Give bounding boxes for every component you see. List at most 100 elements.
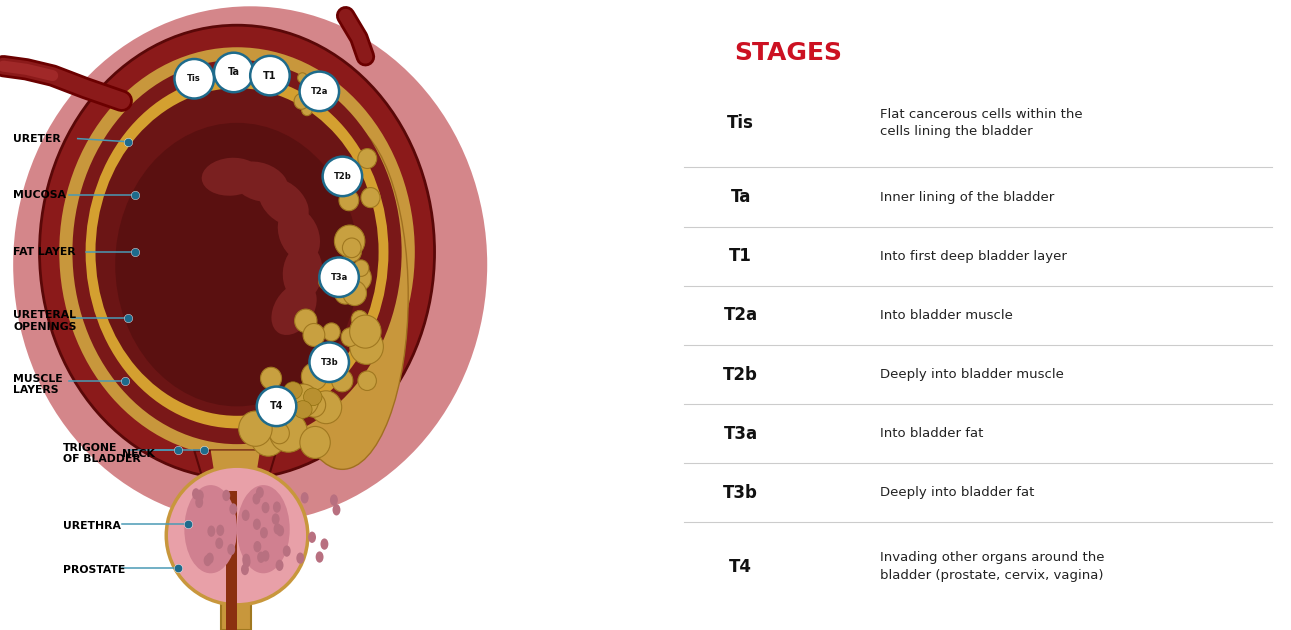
Text: T4: T4 bbox=[270, 401, 283, 411]
Ellipse shape bbox=[115, 123, 359, 406]
Ellipse shape bbox=[227, 544, 235, 555]
Bar bbox=[221, 491, 250, 630]
Text: TRIGONE
OF BLADDER: TRIGONE OF BLADDER bbox=[62, 443, 141, 464]
Ellipse shape bbox=[196, 490, 204, 501]
Ellipse shape bbox=[301, 363, 327, 390]
Text: Tis: Tis bbox=[727, 114, 754, 132]
Ellipse shape bbox=[208, 525, 216, 537]
Text: Ta: Ta bbox=[731, 188, 751, 206]
Ellipse shape bbox=[263, 411, 285, 434]
Ellipse shape bbox=[310, 391, 342, 424]
Text: URETERAL
OPENINGS: URETERAL OPENINGS bbox=[13, 311, 76, 332]
Ellipse shape bbox=[334, 282, 356, 304]
Text: Into first deep bladder layer: Into first deep bladder layer bbox=[880, 249, 1066, 263]
Ellipse shape bbox=[315, 551, 324, 563]
Ellipse shape bbox=[270, 423, 289, 444]
Text: T3b: T3b bbox=[320, 358, 338, 367]
Polygon shape bbox=[194, 450, 276, 495]
Ellipse shape bbox=[354, 260, 369, 277]
Text: URETHRA: URETHRA bbox=[62, 521, 120, 531]
Ellipse shape bbox=[238, 485, 289, 573]
Ellipse shape bbox=[276, 123, 408, 469]
Ellipse shape bbox=[283, 546, 290, 557]
Ellipse shape bbox=[310, 343, 349, 382]
Ellipse shape bbox=[274, 401, 292, 418]
Ellipse shape bbox=[253, 518, 261, 530]
Ellipse shape bbox=[300, 72, 340, 111]
Text: T3b: T3b bbox=[723, 484, 758, 502]
Ellipse shape bbox=[333, 504, 341, 515]
Ellipse shape bbox=[342, 238, 361, 258]
Ellipse shape bbox=[243, 556, 250, 568]
Ellipse shape bbox=[72, 60, 402, 444]
Ellipse shape bbox=[256, 487, 263, 498]
Text: T1: T1 bbox=[263, 71, 276, 81]
Ellipse shape bbox=[293, 401, 312, 418]
Ellipse shape bbox=[274, 523, 281, 534]
Ellipse shape bbox=[96, 88, 378, 416]
Ellipse shape bbox=[351, 311, 368, 328]
Ellipse shape bbox=[201, 158, 261, 196]
Ellipse shape bbox=[174, 59, 214, 98]
Ellipse shape bbox=[276, 525, 284, 536]
Ellipse shape bbox=[297, 553, 305, 564]
Ellipse shape bbox=[325, 260, 343, 279]
Ellipse shape bbox=[358, 149, 377, 168]
Text: Deeply into bladder fat: Deeply into bladder fat bbox=[880, 486, 1034, 500]
Ellipse shape bbox=[319, 258, 359, 297]
Ellipse shape bbox=[307, 80, 316, 89]
Ellipse shape bbox=[265, 388, 283, 406]
Ellipse shape bbox=[343, 280, 367, 306]
Ellipse shape bbox=[345, 264, 372, 292]
Ellipse shape bbox=[288, 384, 319, 416]
Ellipse shape bbox=[327, 169, 340, 183]
Ellipse shape bbox=[298, 72, 307, 83]
Ellipse shape bbox=[284, 382, 302, 399]
Text: STAGES: STAGES bbox=[735, 41, 842, 65]
Ellipse shape bbox=[323, 157, 361, 196]
Ellipse shape bbox=[350, 329, 383, 364]
Text: FAT LAYER: FAT LAYER bbox=[13, 247, 76, 257]
Ellipse shape bbox=[358, 371, 377, 391]
Ellipse shape bbox=[262, 550, 270, 561]
Ellipse shape bbox=[167, 466, 307, 605]
Ellipse shape bbox=[59, 47, 414, 457]
Ellipse shape bbox=[323, 174, 336, 186]
Ellipse shape bbox=[250, 420, 285, 456]
Text: T2a: T2a bbox=[311, 87, 328, 96]
Ellipse shape bbox=[204, 555, 212, 566]
Ellipse shape bbox=[40, 25, 435, 479]
Bar bbox=[226, 491, 238, 630]
Ellipse shape bbox=[303, 388, 321, 406]
Ellipse shape bbox=[230, 503, 238, 515]
Text: Tis: Tis bbox=[187, 74, 201, 83]
Ellipse shape bbox=[272, 501, 281, 513]
Ellipse shape bbox=[302, 392, 325, 417]
Ellipse shape bbox=[205, 553, 214, 564]
Ellipse shape bbox=[319, 361, 340, 382]
Ellipse shape bbox=[332, 369, 352, 392]
Ellipse shape bbox=[250, 56, 289, 95]
Ellipse shape bbox=[271, 282, 316, 335]
Text: T3a: T3a bbox=[330, 273, 347, 282]
Ellipse shape bbox=[340, 190, 359, 210]
Ellipse shape bbox=[217, 525, 225, 536]
Ellipse shape bbox=[263, 401, 287, 425]
Ellipse shape bbox=[214, 53, 253, 92]
Ellipse shape bbox=[195, 496, 203, 508]
Ellipse shape bbox=[239, 411, 272, 446]
Ellipse shape bbox=[222, 490, 230, 501]
Text: Into bladder muscle: Into bladder muscle bbox=[880, 309, 1012, 322]
Ellipse shape bbox=[216, 537, 223, 549]
Ellipse shape bbox=[319, 275, 332, 289]
Ellipse shape bbox=[271, 513, 280, 525]
Ellipse shape bbox=[270, 412, 307, 452]
Text: PROSTATE: PROSTATE bbox=[62, 565, 125, 575]
Ellipse shape bbox=[85, 76, 389, 428]
Ellipse shape bbox=[241, 510, 249, 521]
Text: Flat cancerous cells within the
cells lining the bladder: Flat cancerous cells within the cells li… bbox=[880, 108, 1082, 139]
Text: URETER: URETER bbox=[13, 134, 61, 144]
Ellipse shape bbox=[257, 552, 265, 563]
Text: MUSCLE
LAYERS: MUSCLE LAYERS bbox=[13, 374, 63, 395]
Ellipse shape bbox=[302, 105, 312, 116]
